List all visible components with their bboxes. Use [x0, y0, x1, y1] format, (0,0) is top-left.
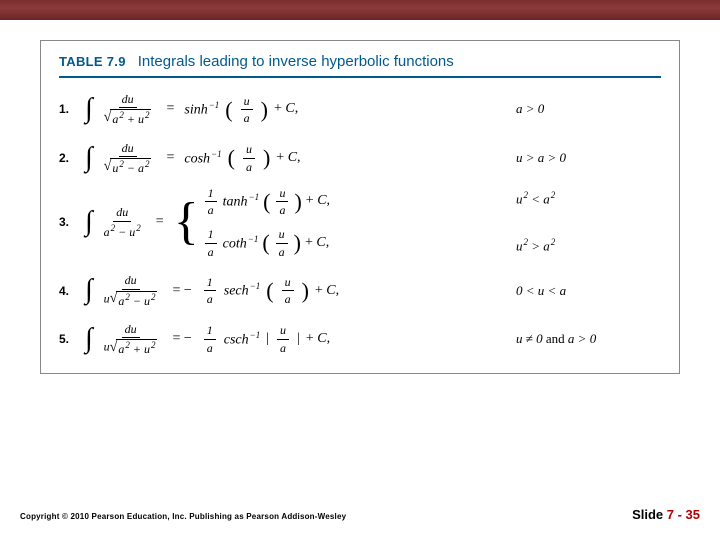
table-header: TABLE 7.9 Integrals leading to inverse h… [59, 53, 661, 78]
slide-prefix: Slide [632, 507, 667, 522]
table-row: 5. ∫ du u√a2 + u2 = − 1a csch−1 | ua | +… [59, 322, 661, 357]
table-number: TABLE 7.9 [59, 54, 126, 69]
formula: ∫ du a2 − u2 = { 1a tanh−1 ( ua ) [85, 186, 516, 260]
table-box: TABLE 7.9 Integrals leading to inverse h… [40, 40, 680, 374]
condition: a > 0 [516, 101, 661, 117]
row-number: 5. [59, 332, 85, 346]
formula: ∫ du u√a2 + u2 = − 1a csch−1 | ua | + C, [85, 322, 516, 357]
slide-number: Slide 7 - 35 [632, 507, 700, 522]
row-number: 1. [59, 102, 85, 116]
table-title: Integrals leading to inverse hyperbolic … [138, 53, 454, 70]
condition: 0 < u < a [516, 283, 661, 299]
formula: ∫ du u√a2 − u2 = − 1a sech−1 ( ua ) + C, [85, 273, 516, 308]
table-row: 4. ∫ du u√a2 − u2 = − 1a sech−1 ( ua ) +… [59, 273, 661, 308]
condition: u ≠ 0 and a > 0 [516, 331, 661, 347]
formula: ∫ du √u2 − a2 = cosh−1 ( ua ) + C, [85, 141, 516, 176]
table-row: 2. ∫ du √u2 − a2 = cosh−1 ( ua ) + C, u … [59, 141, 661, 176]
footer: Copyright © 2010 Pearson Education, Inc.… [20, 507, 700, 522]
top-bar [0, 0, 720, 20]
row-number: 4. [59, 284, 85, 298]
copyright-text: Copyright © 2010 Pearson Education, Inc.… [20, 512, 346, 521]
slide-value: 7 - 35 [667, 507, 700, 522]
table-row: 1. ∫ du √a2 + u2 = sinh−1 ( ua ) + C, a … [59, 92, 661, 127]
condition: u2 < a2 u2 > a2 [516, 190, 661, 255]
content-area: TABLE 7.9 Integrals leading to inverse h… [0, 20, 720, 374]
row-number: 3. [59, 215, 85, 229]
table-row: 3. ∫ du a2 − u2 = { 1a tanh−1 ( ua [59, 186, 661, 260]
formula: ∫ du √a2 + u2 = sinh−1 ( ua ) + C, [85, 92, 516, 127]
row-number: 2. [59, 151, 85, 165]
condition: u > a > 0 [516, 150, 661, 166]
